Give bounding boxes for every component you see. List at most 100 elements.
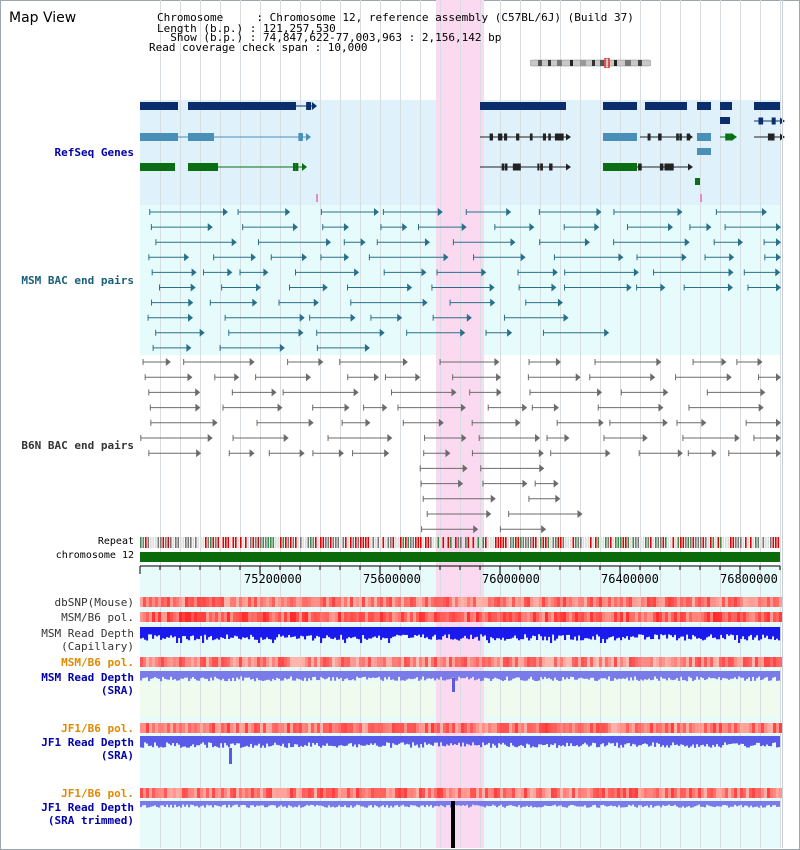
heat-cell	[485, 788, 489, 798]
track-label-jf1-read-depth-sra[interactable]: JF1 Read Depth (SRA)	[41, 736, 134, 762]
depth-bar	[360, 671, 363, 678]
repeat-segment	[570, 537, 572, 548]
track-label-dbsnp[interactable]: dbSNP(Mouse)	[54, 596, 134, 609]
gene-exon	[758, 117, 764, 125]
track-label-jf1-b6-pol-trimmed[interactable]: JF1/B6 pol.	[61, 787, 134, 800]
repeat-segment	[245, 537, 247, 548]
depth-bar	[628, 671, 631, 681]
depth-bar	[486, 801, 489, 806]
heat-cell	[296, 657, 300, 667]
heat-cell	[521, 723, 525, 733]
depth-bar	[730, 736, 733, 744]
depth-bar	[190, 627, 193, 637]
depth-bar	[744, 627, 747, 640]
heat-cell	[308, 597, 312, 607]
heat-cell	[719, 657, 723, 667]
heat-cell	[512, 788, 516, 798]
depth-bar	[634, 801, 637, 807]
track-label-msm-b6-pol[interactable]: MSM/B6 pol.	[61, 611, 134, 624]
depth-bar	[710, 627, 713, 635]
heat-cell	[599, 788, 603, 798]
depth-bar	[322, 671, 325, 679]
depth-bar	[432, 627, 435, 637]
depth-bar	[234, 671, 237, 681]
depth-bar	[576, 801, 579, 807]
heat-cell	[173, 723, 177, 733]
track-label-jf1-read-depth-trimmed[interactable]: JF1 Read Depth (SRA trimmed)	[41, 801, 134, 827]
track-label-jf1-b6-pol[interactable]: JF1/B6 pol.	[61, 722, 134, 735]
depth-bar	[676, 801, 679, 807]
depth-bar	[264, 736, 267, 748]
depth-bar	[732, 801, 735, 807]
depth-bar	[314, 736, 317, 745]
heat-cell	[773, 723, 777, 733]
track-label-b6n-bac[interactable]: B6N BAC end pairs	[21, 439, 134, 452]
track-label-msm-bac[interactable]: MSM BAC end pairs	[21, 274, 134, 287]
heat-cell	[707, 612, 711, 622]
heat-cell	[257, 657, 261, 667]
heat-cell	[548, 657, 552, 667]
depth-bar	[546, 801, 549, 806]
depth-bar	[594, 671, 597, 681]
depth-bar	[252, 671, 255, 679]
repeat-segment	[512, 537, 515, 548]
heat-cell	[488, 723, 492, 733]
depth-bar	[512, 671, 515, 679]
depth-bar	[256, 736, 259, 746]
heat-cell	[443, 788, 447, 798]
heat-cell	[752, 723, 756, 733]
depth-bar	[726, 671, 729, 679]
depth-bar	[566, 627, 569, 635]
heat-cell	[638, 597, 642, 607]
depth-bar	[556, 736, 559, 748]
heat-cell	[668, 612, 672, 622]
heat-cell	[566, 657, 570, 667]
gene-exon-block	[603, 163, 637, 171]
depth-spike	[452, 678, 455, 692]
heat-cell	[503, 788, 507, 798]
depth-bar	[266, 671, 269, 680]
track-label-msm-read-depth-capillary[interactable]: MSM Read Depth (Capillary)	[41, 627, 134, 653]
heat-cell	[551, 657, 555, 667]
heat-cell	[500, 788, 504, 798]
repeat-segment	[160, 537, 162, 548]
depth-bar	[202, 736, 205, 743]
heat-cell	[542, 723, 546, 733]
depth-bar	[318, 736, 321, 747]
depth-bar	[162, 627, 165, 639]
depth-bar	[214, 627, 217, 640]
heat-cell	[656, 597, 660, 607]
heat-cell	[173, 657, 177, 667]
track-label-msm-b6-pol-sra[interactable]: MSM/B6 pol.	[61, 656, 134, 669]
depth-bar	[506, 671, 509, 677]
depth-bar	[682, 801, 685, 807]
depth-bar	[376, 671, 379, 678]
depth-bar	[502, 627, 505, 638]
heat-cell	[551, 788, 555, 798]
depth-bar	[422, 801, 425, 806]
heat-cell	[659, 657, 663, 667]
chromosome-ideogram[interactable]	[529, 53, 652, 69]
heat-cell	[320, 657, 324, 667]
track-label-msm-read-depth-sra[interactable]: MSM Read Depth (SRA)	[41, 671, 134, 697]
heat-cell	[431, 597, 435, 607]
heat-cell	[557, 723, 561, 733]
depth-bar	[618, 801, 621, 806]
depth-bar	[606, 627, 609, 640]
heat-cell	[317, 597, 321, 607]
gene-exon	[548, 133, 551, 141]
depth-bar	[312, 736, 315, 744]
repeat-segment	[522, 537, 525, 548]
depth-bar	[440, 801, 443, 806]
heat-cell	[728, 612, 732, 622]
depth-bar	[708, 736, 711, 747]
depth-bar	[310, 627, 313, 636]
heat-cell	[140, 723, 144, 733]
depth-bar	[308, 801, 311, 806]
heat-cell	[299, 788, 303, 798]
repeat-segment	[477, 537, 480, 548]
depth-bar	[330, 627, 333, 639]
track-label-refseq[interactable]: RefSeq Genes	[54, 146, 134, 159]
heat-cell	[272, 597, 276, 607]
